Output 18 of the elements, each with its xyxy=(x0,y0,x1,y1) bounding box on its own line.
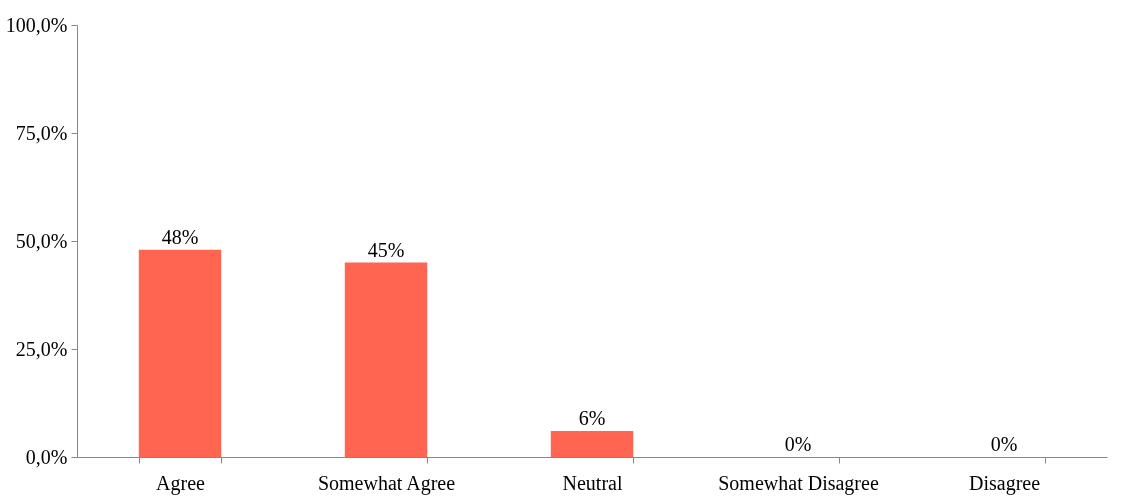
y-tick-label: 25,0% xyxy=(15,337,68,360)
y-tick-label: 50,0% xyxy=(15,229,68,252)
data-label: 48% xyxy=(161,225,199,248)
data-label: 45% xyxy=(367,238,405,261)
y-tick-label: 100,0% xyxy=(5,13,68,36)
x-tick-label: Neutral xyxy=(562,471,623,494)
y-tick-label: 75,0% xyxy=(15,121,68,144)
y-tick-label: 0,0% xyxy=(25,445,68,468)
x-tick-label: Somewhat Disagree xyxy=(718,471,879,495)
x-tick-label: Somewhat Agree xyxy=(317,471,456,495)
bar xyxy=(138,249,222,457)
data-label: 6% xyxy=(578,407,606,430)
data-label: 0% xyxy=(784,433,812,455)
x-tick-label: Agree xyxy=(156,471,206,495)
bar xyxy=(344,262,428,457)
data-label: 0% xyxy=(990,433,1018,455)
bar xyxy=(550,431,634,457)
x-tick-label: Disagree xyxy=(968,471,1041,495)
